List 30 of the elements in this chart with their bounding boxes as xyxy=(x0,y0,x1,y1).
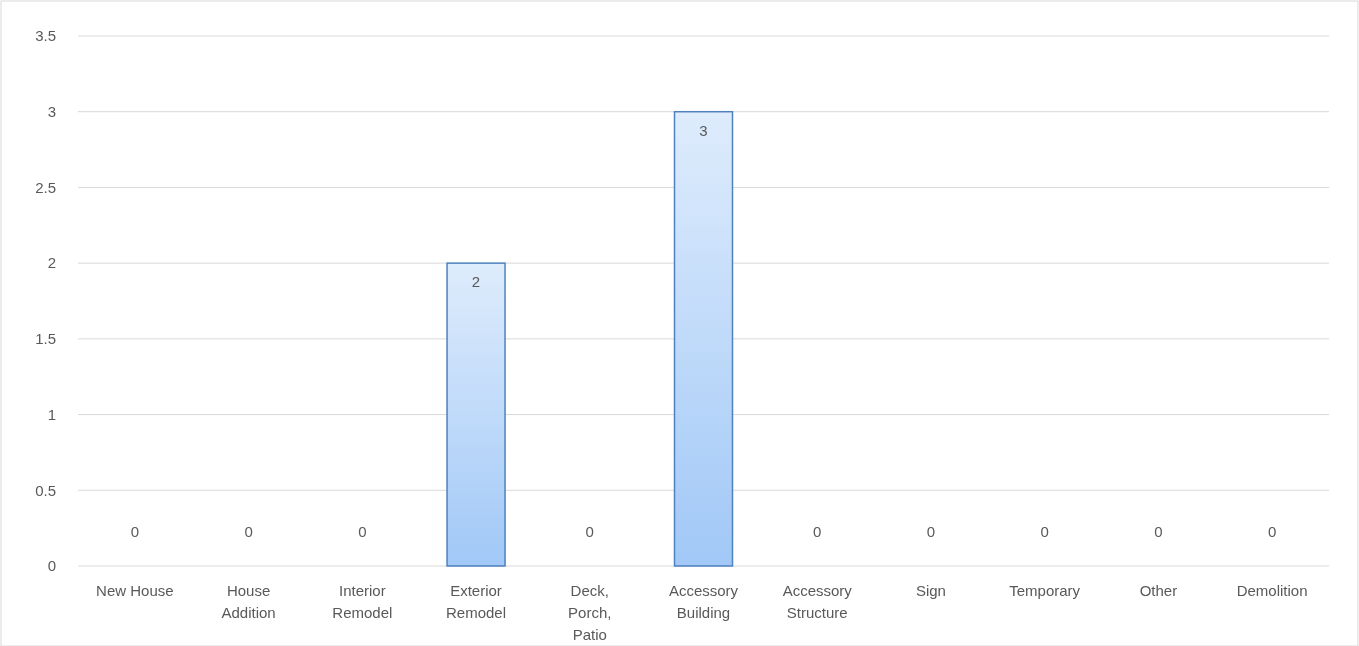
data-label: 0 xyxy=(813,523,822,540)
data-label: 0 xyxy=(1267,523,1277,540)
data-label: 0 xyxy=(130,523,140,540)
data-label: 0 xyxy=(1154,523,1163,540)
y-tick-label: 1 xyxy=(47,405,56,423)
x-tick-label: Exterior Remodel xyxy=(446,582,507,621)
data-label: 0 xyxy=(585,523,594,540)
x-tick-label: Interior Remodel xyxy=(332,582,393,621)
x-tick-label: Accessory Building xyxy=(668,582,739,621)
y-tick-label: 1.5 xyxy=(35,330,56,348)
data-label: 2 xyxy=(471,273,481,291)
y-tick-label: 0 xyxy=(47,557,56,575)
x-tick-label: New House xyxy=(96,582,174,599)
data-label: 0 xyxy=(358,523,367,540)
y-tick-label: 3.5 xyxy=(35,27,56,45)
x-tick-label: Other xyxy=(1139,582,1178,599)
x-tick-label: Deck, Porch, Patio xyxy=(568,582,612,643)
data-label: 0 xyxy=(1040,523,1049,540)
x-tick-label: Temporary xyxy=(1009,582,1081,599)
data-label: 0 xyxy=(244,523,253,540)
x-tick-label: Demolition xyxy=(1236,582,1308,599)
y-tick-label: 2 xyxy=(47,254,56,272)
data-label: 0 xyxy=(926,523,936,540)
y-tick-label: 3 xyxy=(47,102,56,120)
x-tick-label: Accessory Structure xyxy=(782,582,853,621)
y-tick-label: 0.5 xyxy=(35,481,56,499)
data-label: 3 xyxy=(699,121,708,139)
x-tick-label: Sign xyxy=(915,582,946,599)
x-tick-label: House Addition xyxy=(221,582,276,621)
y-tick-label: 2.5 xyxy=(35,178,56,196)
